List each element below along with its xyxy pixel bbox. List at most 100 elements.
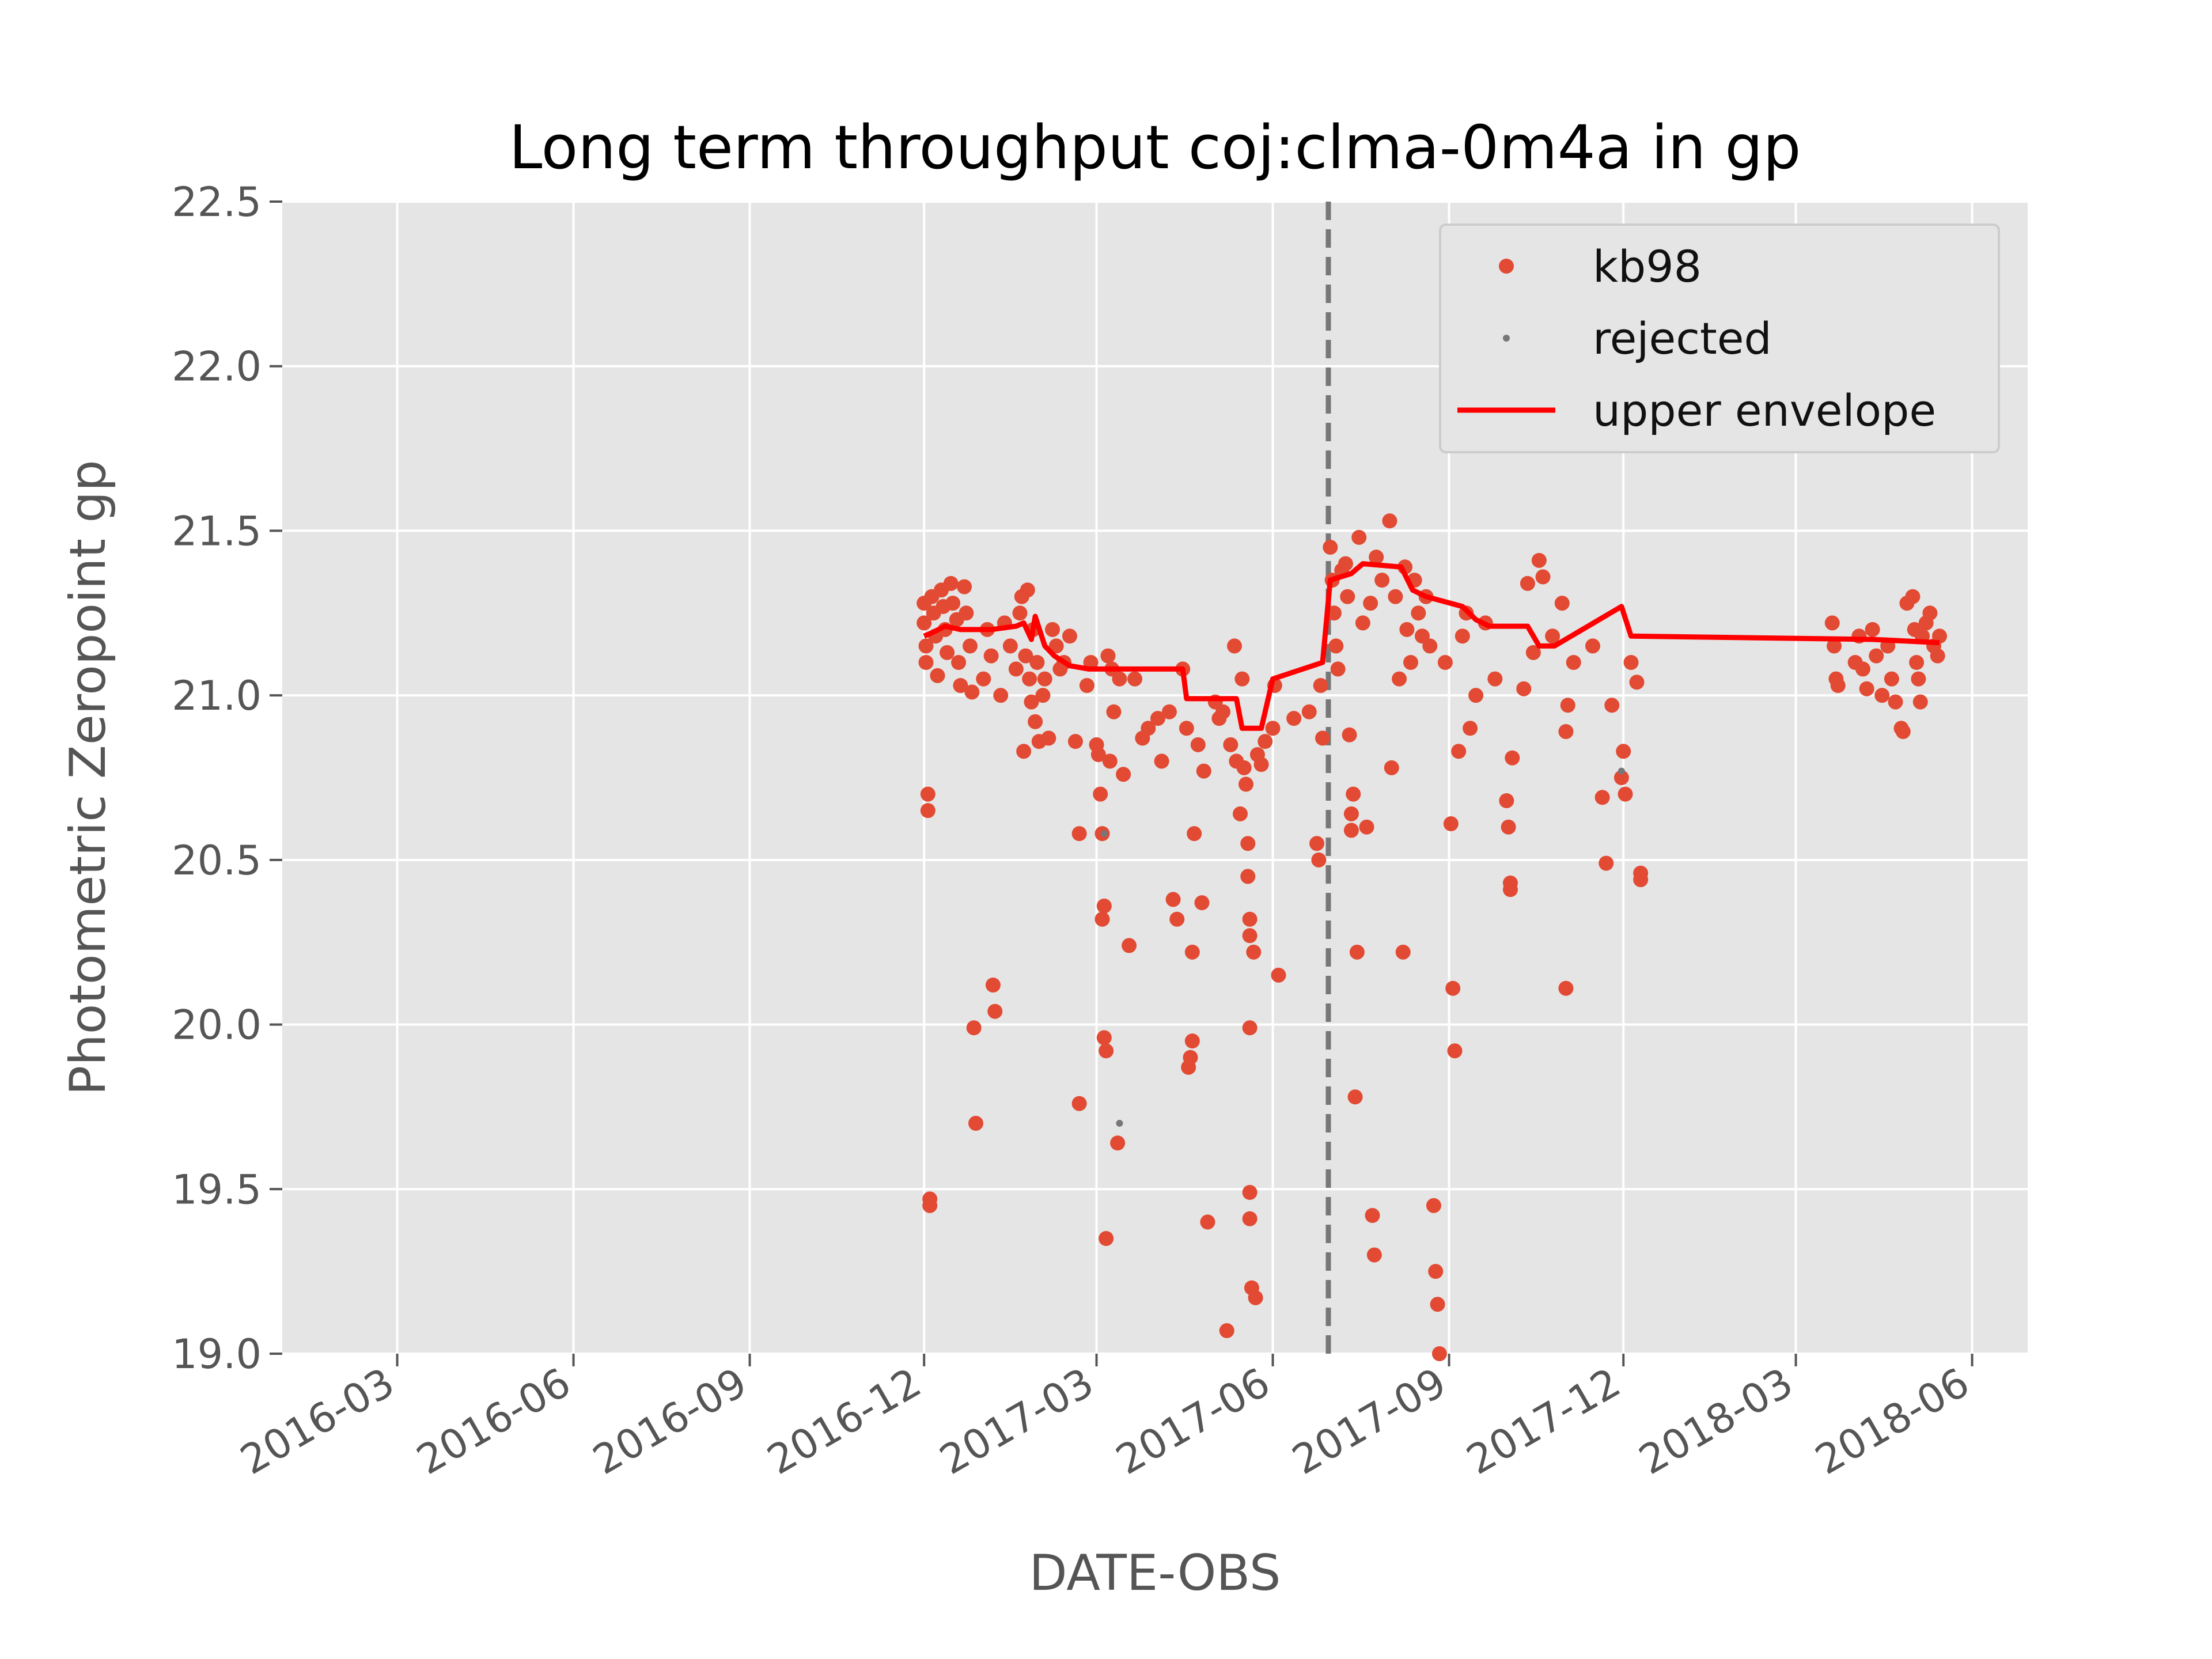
kb98-point bbox=[1909, 655, 1925, 670]
kb98-point bbox=[1029, 655, 1045, 670]
kb98-point bbox=[959, 605, 974, 621]
kb98-point bbox=[1922, 605, 1938, 621]
kb98-point bbox=[1227, 638, 1243, 654]
kb98-point bbox=[1116, 767, 1131, 782]
kb98-point bbox=[1024, 694, 1039, 710]
y-tick-label: 21.0 bbox=[172, 672, 262, 719]
kb98-point bbox=[1516, 681, 1532, 696]
kb98-point bbox=[943, 575, 959, 591]
kb98-point bbox=[1558, 724, 1574, 739]
kb98-point bbox=[1349, 944, 1365, 960]
kb98-point bbox=[1184, 1033, 1200, 1049]
legend-marker-kb98 bbox=[1499, 259, 1514, 274]
kb98-point bbox=[1827, 638, 1842, 654]
kb98-point bbox=[1018, 648, 1033, 664]
kb98-point bbox=[1443, 816, 1459, 831]
kb98-point bbox=[1106, 704, 1122, 719]
kb98-point bbox=[1242, 1211, 1257, 1226]
kb98-point bbox=[1431, 1346, 1447, 1361]
kb98-point bbox=[1623, 655, 1639, 670]
kb98-point bbox=[1487, 671, 1503, 687]
kb98-point bbox=[1150, 711, 1165, 726]
kb98-point bbox=[1067, 734, 1083, 749]
kb98-point bbox=[940, 645, 955, 660]
kb98-point bbox=[1445, 980, 1461, 996]
kb98-point bbox=[957, 579, 972, 594]
kb98-point bbox=[1520, 575, 1535, 591]
kb98-point bbox=[1246, 944, 1262, 960]
kb98-point bbox=[1315, 730, 1331, 746]
kb98-point bbox=[1122, 938, 1137, 953]
y-axis-label: Photometric Zeropoint gp bbox=[59, 460, 117, 1095]
kb98-point bbox=[1545, 628, 1560, 644]
kb98-point bbox=[1016, 744, 1032, 759]
kb98-point bbox=[966, 1020, 982, 1036]
kb98-point bbox=[1347, 1089, 1363, 1105]
kb98-point bbox=[1184, 944, 1200, 960]
kb98-point bbox=[1037, 671, 1052, 687]
kb98-point bbox=[920, 803, 935, 819]
kb98-point bbox=[1309, 836, 1325, 851]
kb98-point bbox=[1223, 737, 1238, 752]
kb98-point bbox=[1248, 1290, 1263, 1305]
kb98-point bbox=[1911, 671, 1926, 687]
envelope-line bbox=[923, 561, 1940, 731]
kb98-point bbox=[1359, 819, 1374, 835]
kb98-point bbox=[983, 648, 999, 664]
kb98-point bbox=[1265, 721, 1281, 736]
kb98-point bbox=[1253, 757, 1269, 772]
kb98-point bbox=[1002, 638, 1018, 654]
kb98-point bbox=[953, 678, 968, 693]
kb98-point bbox=[1165, 892, 1181, 907]
kb98-point bbox=[1855, 661, 1870, 677]
kb98-point bbox=[1430, 1297, 1445, 1312]
kb98-point bbox=[1932, 628, 1948, 644]
kb98-point bbox=[1323, 540, 1338, 555]
upper-envelope-line bbox=[923, 561, 1940, 731]
kb98-point bbox=[1613, 770, 1629, 785]
kb98-point bbox=[1455, 628, 1470, 644]
legend-label: kb98 bbox=[1593, 241, 1702, 292]
kb98-point bbox=[1535, 569, 1551, 585]
kb98-point bbox=[1463, 721, 1478, 736]
y-tick-label: 20.0 bbox=[172, 1002, 262, 1049]
kb98-point bbox=[1240, 869, 1256, 884]
kb98-point bbox=[918, 638, 934, 654]
kb98-point bbox=[1618, 786, 1633, 802]
kb98-point bbox=[1437, 655, 1453, 670]
rejected-point bbox=[1100, 830, 1108, 838]
kb98-point bbox=[1912, 694, 1928, 710]
legend: kb98 rejected upper envelope bbox=[1439, 224, 2000, 453]
kb98-point bbox=[1286, 711, 1302, 726]
kb98-point bbox=[1313, 678, 1328, 693]
kb98-point bbox=[1028, 714, 1043, 729]
chart-title: Long term throughput coj:clma-0m4a in gp bbox=[509, 112, 1801, 183]
kb98-point bbox=[1035, 688, 1051, 703]
legend-box bbox=[1439, 224, 2000, 453]
kb98-point bbox=[1554, 596, 1570, 611]
kb98-point bbox=[1604, 698, 1620, 713]
kb98-point bbox=[1079, 678, 1094, 693]
kb98-point bbox=[1411, 605, 1426, 621]
y-tick-label: 22.5 bbox=[172, 179, 262, 226]
kb98-point bbox=[1566, 655, 1581, 670]
kb98-point bbox=[1599, 855, 1614, 871]
kb98-point bbox=[1531, 552, 1547, 568]
legend-label: upper envelope bbox=[1593, 385, 1936, 436]
kb98-point bbox=[1616, 744, 1631, 759]
y-tick-label: 19.0 bbox=[172, 1331, 262, 1378]
rejected-point bbox=[1618, 767, 1625, 775]
kb98-point bbox=[1020, 582, 1035, 598]
kb98-point bbox=[1102, 753, 1118, 769]
data-points bbox=[916, 513, 1948, 1361]
y-tick-label: 20.5 bbox=[172, 837, 262, 884]
kb98-point bbox=[987, 1003, 1003, 1019]
kb98-point bbox=[1257, 734, 1273, 749]
kb98-point bbox=[1127, 671, 1143, 687]
kb98-point bbox=[1240, 836, 1256, 851]
kb98-point bbox=[1388, 589, 1403, 604]
kb98-point bbox=[1187, 826, 1202, 842]
kb98-point bbox=[1505, 750, 1520, 766]
rejected-point bbox=[1116, 1120, 1123, 1127]
y-tick-label: 21.5 bbox=[172, 507, 262, 555]
